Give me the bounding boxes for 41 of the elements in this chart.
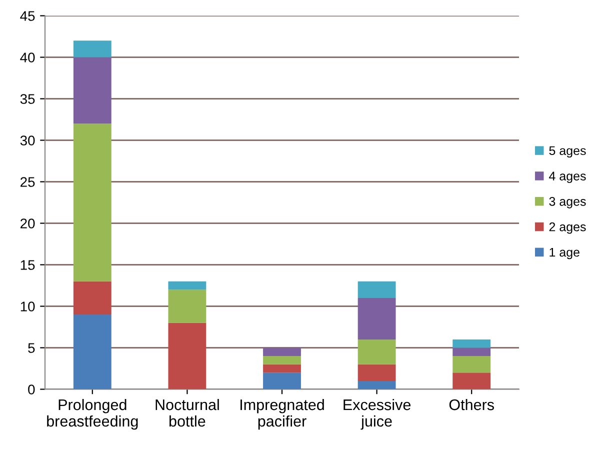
y-tick-label: 30: [20, 136, 35, 146]
x-tick-label: Prolonged breastfeeding: [47, 398, 138, 430]
bar: [73, 314, 112, 390]
legend-label: 4 ages: [549, 172, 586, 183]
y-tick-label: 45: [20, 11, 35, 21]
bar: [263, 348, 301, 356]
legend-label: 2 ages: [549, 222, 586, 234]
y-tick-label: 25: [20, 177, 35, 187]
legend-label: 3 ages: [549, 197, 586, 208]
y-tick-label: 10: [20, 302, 35, 312]
y-tick-label: 5: [28, 343, 35, 353]
x-tick-label: Excessive juice: [344, 398, 411, 430]
bar: [73, 57, 112, 124]
bar: [358, 298, 396, 340]
y-tick-label: 35: [20, 94, 35, 104]
y-tick-label: 15: [20, 260, 35, 270]
y-tick-label: 20: [20, 218, 35, 228]
x-tick-label: Others: [449, 398, 494, 410]
bar: [73, 40, 112, 58]
bar: [263, 356, 301, 364]
bar: [73, 124, 112, 282]
bar: [263, 372, 301, 390]
bar: [452, 339, 491, 348]
bar: [358, 281, 396, 298]
y-tick-label: 40: [20, 52, 35, 62]
bar: [452, 348, 491, 356]
bar: [73, 281, 112, 315]
bar: [358, 364, 396, 381]
bar: [452, 372, 491, 390]
legend-label: 5 ages: [549, 146, 586, 158]
bar: [358, 339, 396, 364]
bar: [168, 322, 206, 390]
x-tick-label: Nocturnal bottle: [156, 398, 219, 427]
x-tick-label: Impregnated pacifier: [240, 398, 324, 430]
legend-label: 1 age: [550, 248, 580, 260]
y-tick-label: 0: [28, 384, 35, 394]
bar: [358, 380, 396, 390]
bar: [168, 290, 206, 323]
bar: [452, 356, 491, 373]
bar: [263, 364, 301, 373]
bar: [168, 281, 206, 290]
